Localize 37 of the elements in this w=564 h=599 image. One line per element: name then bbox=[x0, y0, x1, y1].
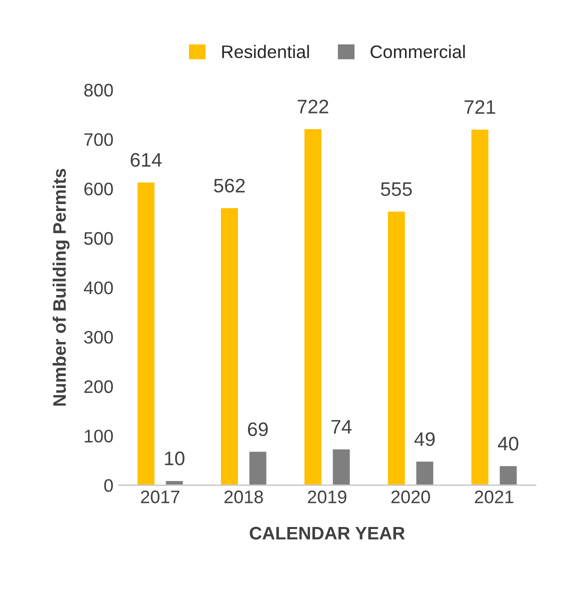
y-tick-label: 500 bbox=[84, 232, 113, 245]
y-tick-label: 200 bbox=[84, 380, 113, 394]
y-tick-label: 600 bbox=[84, 182, 113, 196]
x-tick-label: 2020 bbox=[391, 490, 430, 504]
bar bbox=[386, 210, 406, 486]
y-tick-label: 100 bbox=[84, 430, 113, 442]
bar bbox=[220, 206, 240, 486]
bar bbox=[470, 128, 490, 486]
bar bbox=[414, 460, 435, 486]
data-label: 722 bbox=[298, 100, 328, 114]
x-tick-label: 2019 bbox=[308, 490, 346, 504]
y-tick-label: 800 bbox=[84, 84, 113, 97]
data-label: 69 bbox=[248, 422, 268, 436]
data-label: 49 bbox=[414, 432, 435, 446]
legend-label: Residential bbox=[222, 44, 309, 58]
y-tick-label: 300 bbox=[84, 330, 113, 344]
y-tick-label: 700 bbox=[84, 133, 113, 146]
bar bbox=[331, 448, 352, 486]
y-tick-label: 400 bbox=[84, 281, 113, 294]
x-tick-label: 2021 bbox=[474, 490, 514, 504]
y-tick-label: 0 bbox=[104, 479, 113, 492]
bar bbox=[303, 128, 323, 486]
data-label: 614 bbox=[130, 153, 162, 167]
bar bbox=[136, 181, 156, 486]
bar bbox=[498, 464, 518, 486]
x-tick-label: 2017 bbox=[141, 490, 180, 504]
data-label: 10 bbox=[165, 452, 184, 466]
legend-label: Commercial bbox=[370, 44, 465, 58]
x-tick-label: 2018 bbox=[224, 490, 263, 504]
data-label: 721 bbox=[464, 100, 496, 114]
data-label: 74 bbox=[331, 420, 352, 434]
data-label: 40 bbox=[498, 436, 518, 450]
data-label: 555 bbox=[380, 182, 412, 196]
y-axis-title: Number of Building Permits bbox=[52, 168, 70, 406]
x-axis-title: CALENDAR YEAR bbox=[250, 526, 405, 540]
data-label: 562 bbox=[214, 178, 245, 193]
bar bbox=[248, 450, 268, 486]
